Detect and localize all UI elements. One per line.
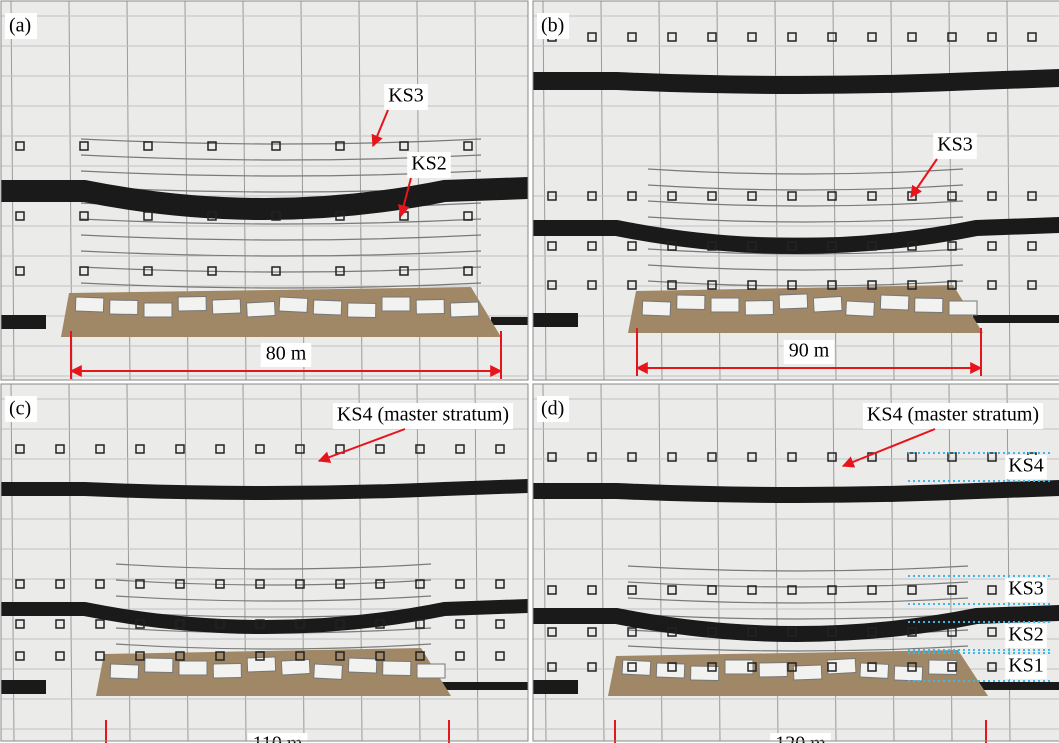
panel: (d)KS4 (master stratum)120 mKS4KS3KS2KS1	[533, 384, 1059, 743]
annotation: KS3	[388, 85, 424, 107]
stratum-band	[1, 486, 528, 493]
rubble-block	[642, 301, 670, 316]
coal-seam	[1, 315, 46, 329]
panel: (b) KS3 90 m	[533, 1, 1059, 380]
rubble-block	[759, 663, 787, 677]
rubble-block	[779, 294, 807, 309]
rubble-block	[382, 297, 410, 311]
rubble-block	[691, 666, 719, 680]
rubble-block	[313, 300, 341, 315]
rubble-block	[813, 297, 842, 312]
rubble-block	[314, 664, 343, 679]
panel-label: (c)	[9, 398, 31, 420]
stratum-band	[533, 78, 1059, 85]
rubble-block	[348, 658, 376, 673]
rubble-block	[915, 298, 943, 312]
rubble-block	[725, 660, 753, 674]
span-label: 90 m	[789, 340, 830, 362]
rubble-block	[949, 301, 977, 315]
layer-label: KS2	[1008, 624, 1044, 646]
panel-label: (a)	[9, 15, 31, 37]
coal-seam	[1, 680, 46, 694]
photo	[533, 1, 1059, 380]
coal-seam	[978, 682, 1059, 690]
coal-seam	[533, 313, 578, 327]
rubble-block	[793, 665, 821, 680]
annotation: KS2	[411, 153, 447, 175]
coal-seam	[533, 680, 578, 694]
rubble-block	[247, 302, 276, 317]
rubble-block	[711, 298, 739, 312]
stratum-band	[533, 488, 1059, 495]
rubble-block	[929, 660, 957, 674]
rubble-block	[416, 300, 444, 314]
layer-label: KS4	[1008, 455, 1044, 477]
rubble-block	[179, 661, 207, 675]
rubble-block	[144, 303, 172, 317]
annotation: KS4 (master stratum)	[867, 404, 1039, 426]
rubble-block	[212, 299, 240, 314]
rubble-block	[450, 302, 478, 317]
rubble-block	[281, 660, 310, 675]
panel-label: (b)	[541, 15, 564, 37]
rubble-block	[348, 303, 376, 317]
rubble-block	[279, 297, 308, 312]
rubble-block	[75, 297, 103, 312]
rubble-block	[880, 295, 908, 310]
rubble-block	[110, 664, 138, 679]
photo	[533, 384, 1059, 741]
figure: (a) KS3 KS2 80 m (b) KS3 90 m (c) KS4 (master st…	[0, 0, 1059, 743]
rubble-block	[417, 664, 445, 678]
annotation: KS4 (master stratum)	[337, 404, 509, 426]
rubble-block	[213, 664, 241, 678]
rubble-block	[846, 301, 875, 316]
rubble-block	[383, 661, 411, 675]
rubble-block	[677, 295, 705, 309]
annotation: KS3	[937, 134, 973, 156]
rubble-block	[110, 300, 138, 314]
coal-seam	[973, 315, 1059, 323]
layer-label: KS1	[1008, 655, 1044, 677]
layer-label: KS3	[1008, 578, 1044, 600]
panel-label: (d)	[541, 398, 564, 420]
rubble-block	[178, 297, 206, 311]
span-label: 80 m	[266, 343, 307, 365]
rubble-block	[145, 658, 173, 672]
rubble-block	[745, 301, 773, 315]
